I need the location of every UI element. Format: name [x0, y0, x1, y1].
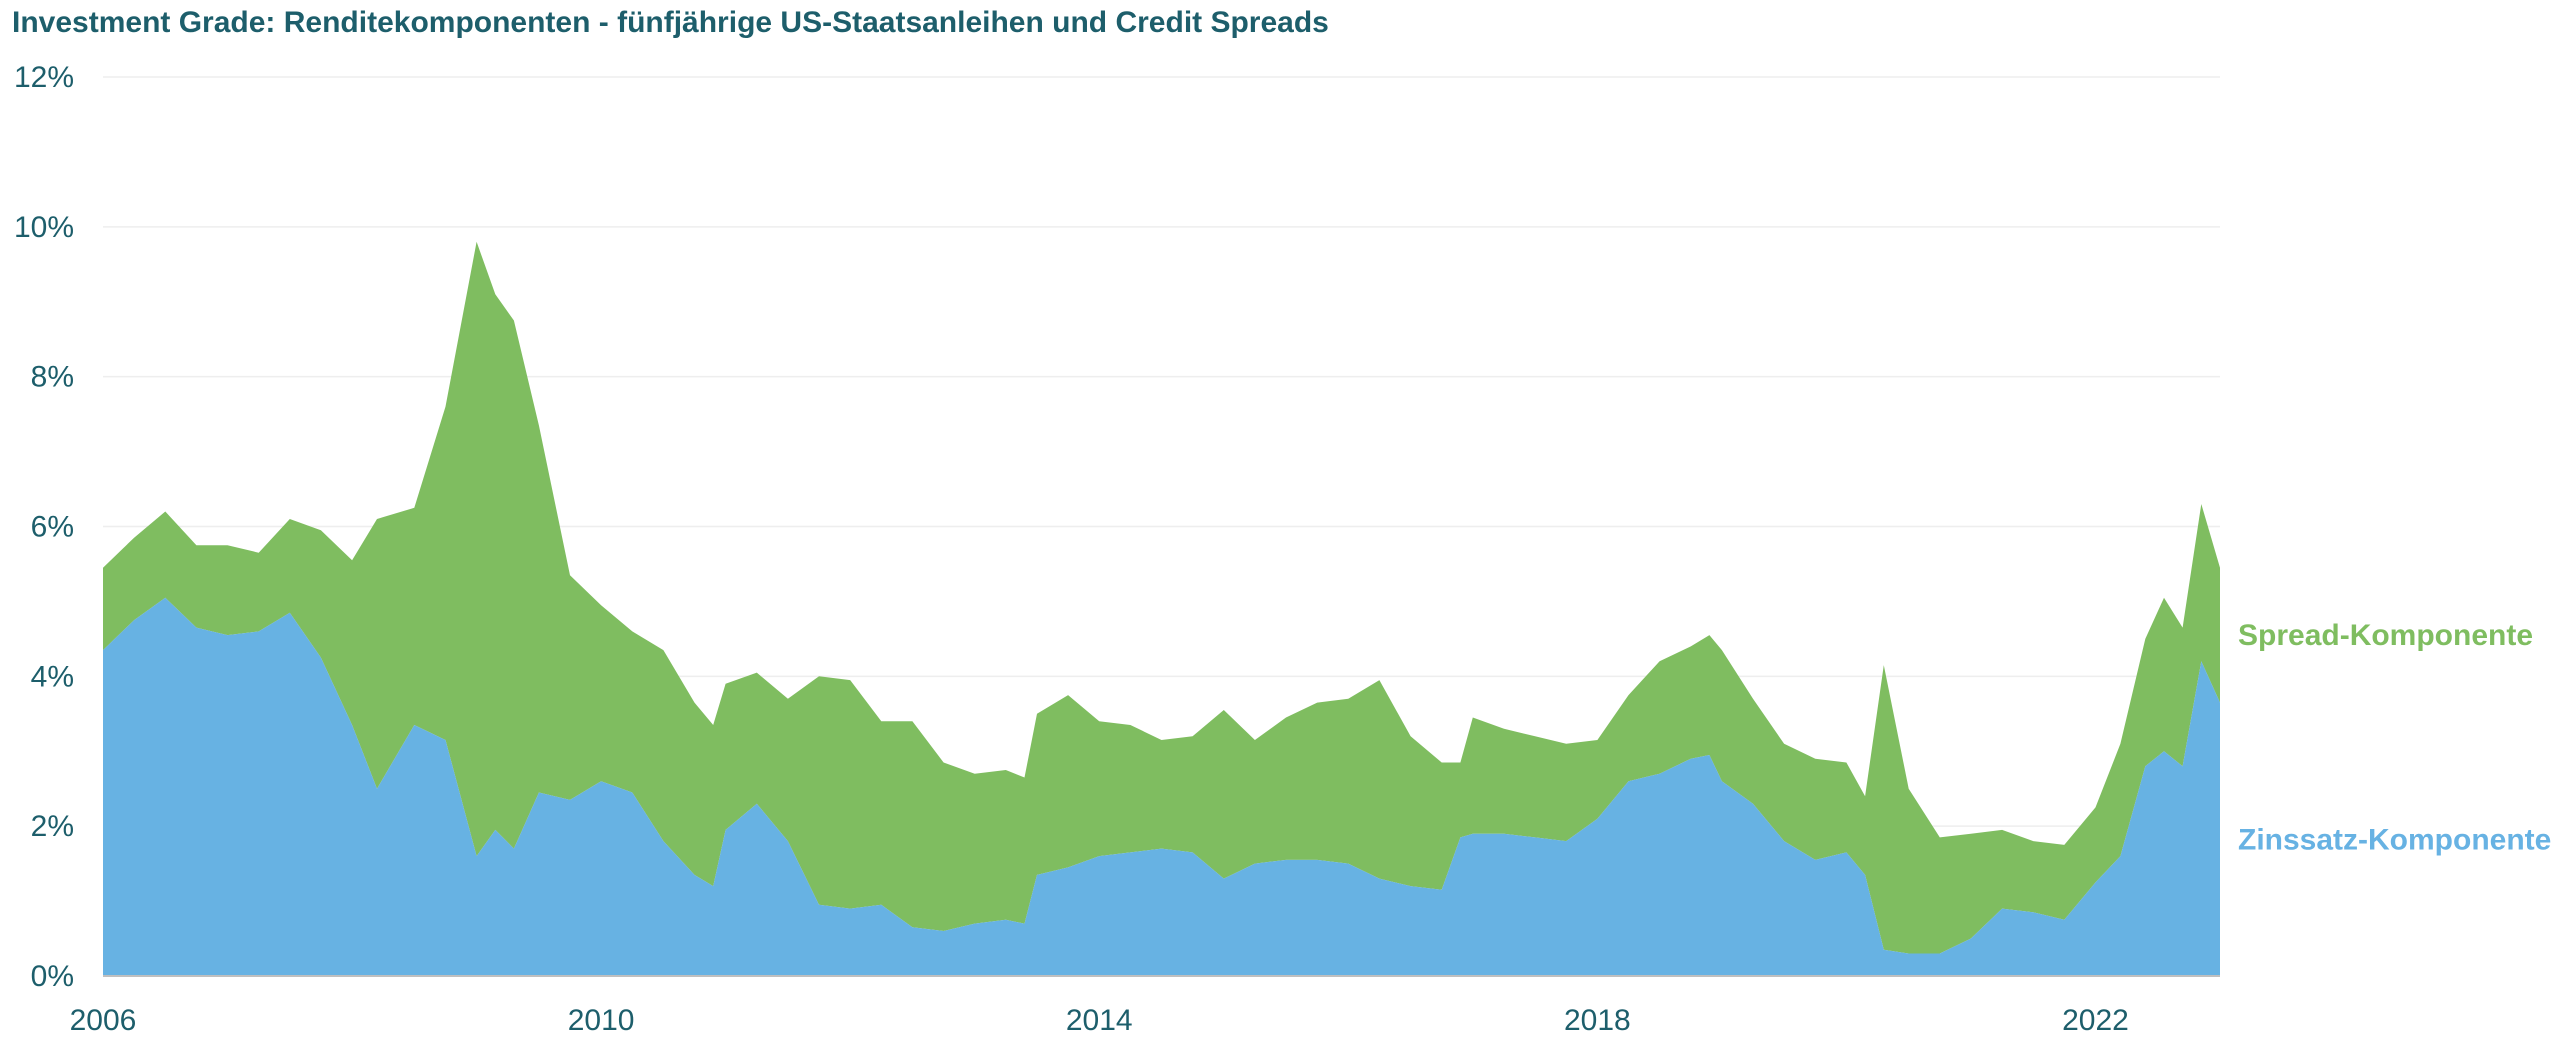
series-labels: Zinssatz-Komponente Spread-Komponente — [2238, 619, 2551, 856]
y-tick-label: 6% — [31, 511, 74, 544]
series-label-zinssatz: Zinssatz-Komponente — [2238, 823, 2551, 856]
chart-title: Investment Grade: Renditekomponenten - f… — [12, 6, 1329, 39]
y-tick-label: 10% — [14, 211, 74, 244]
series-label-spread: Spread-Komponente — [2238, 619, 2533, 652]
x-tick-label: 2018 — [1564, 1004, 1631, 1037]
zinssatz-area — [103, 597, 2220, 976]
x-tick-label: 2014 — [1066, 1004, 1133, 1037]
y-tick-label: 2% — [31, 810, 74, 843]
y-tick-label: 12% — [14, 61, 74, 94]
y-axis-ticks: 0% 2% 4% 6% 8% 10% 12% — [14, 61, 74, 993]
x-tick-label: 2010 — [568, 1004, 635, 1037]
x-axis-ticks: 2006 2010 2014 2018 2022 — [70, 1004, 2129, 1037]
x-tick-label: 2022 — [2062, 1004, 2129, 1037]
spread-area — [103, 241, 2220, 954]
y-tick-label: 4% — [31, 660, 74, 693]
y-tick-label: 0% — [31, 960, 74, 993]
y-tick-label: 8% — [31, 361, 74, 394]
x-tick-label: 2006 — [70, 1004, 137, 1037]
areas — [103, 241, 2220, 976]
